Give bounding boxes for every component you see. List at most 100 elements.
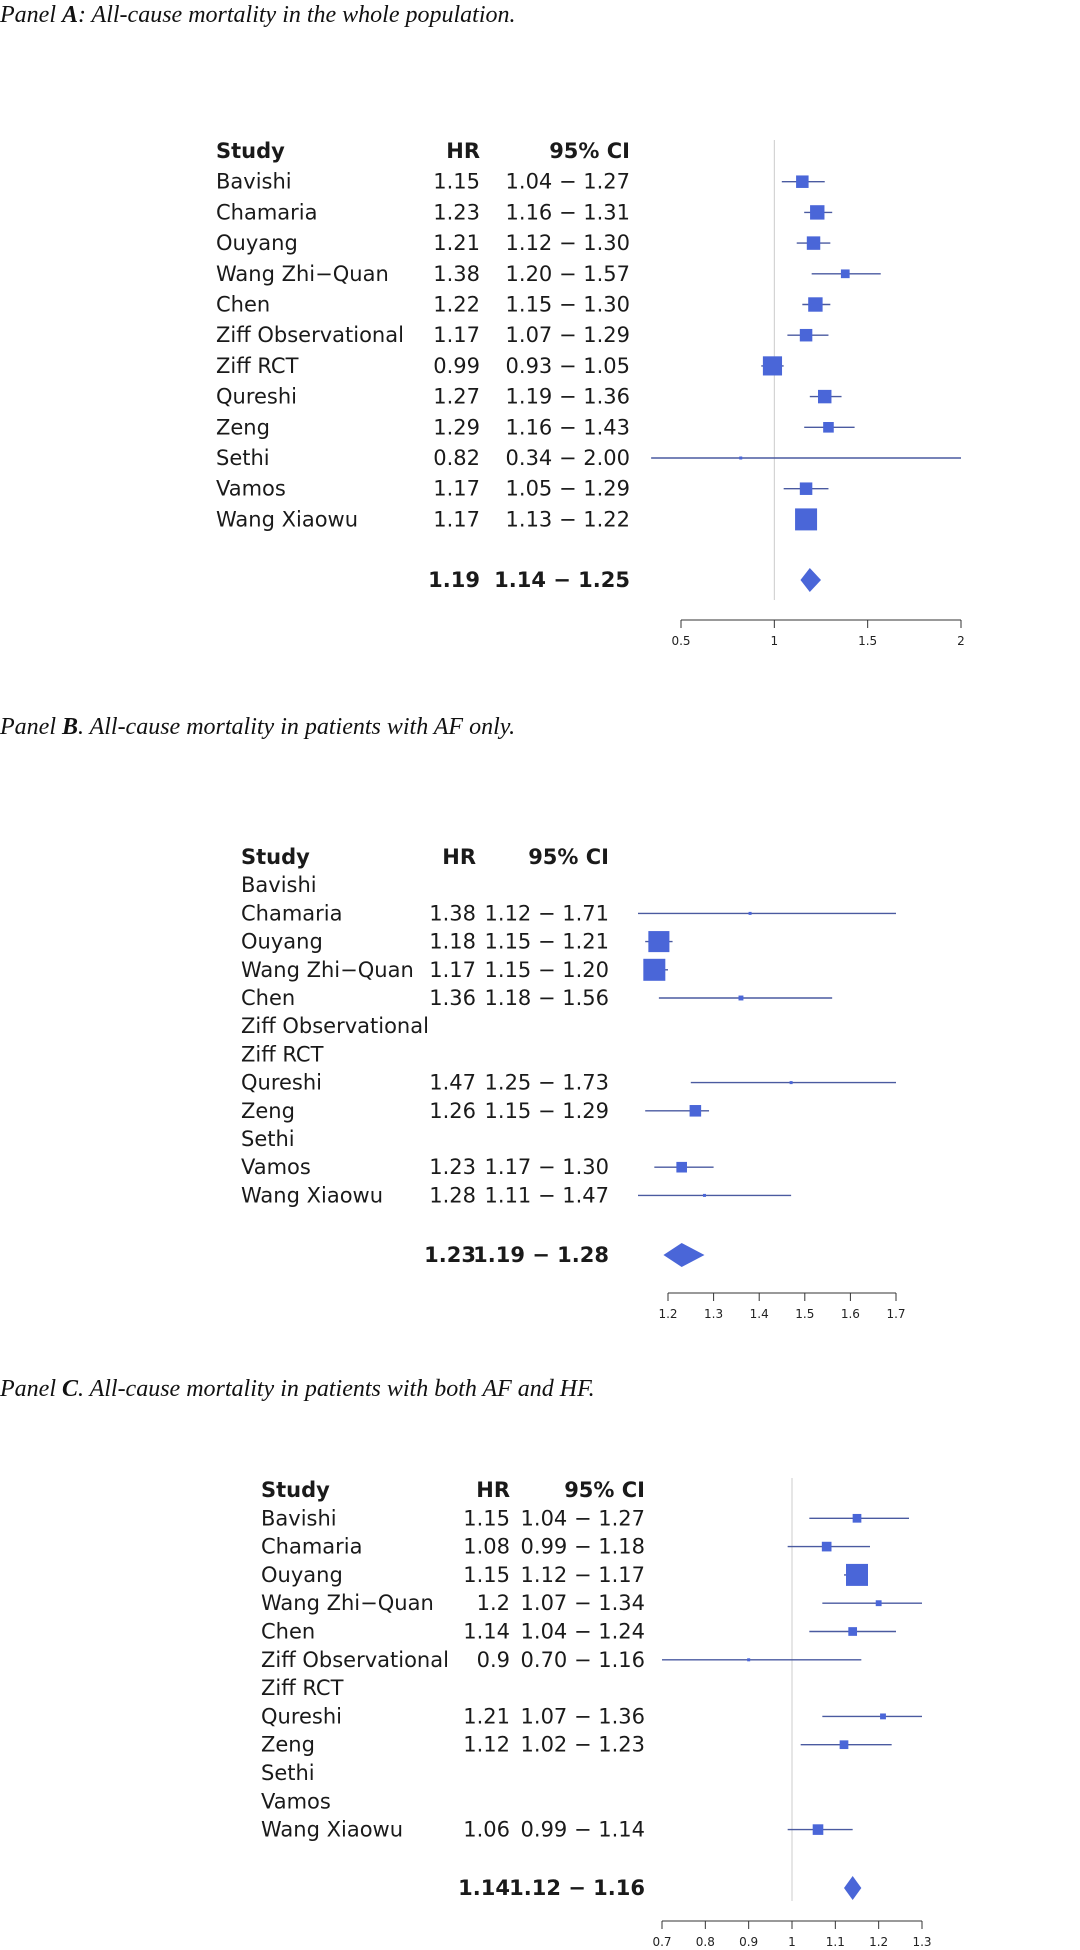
panel-b-row-hr: 1.23	[429, 1155, 476, 1179]
panel-c-row-study: Ouyang	[261, 1563, 343, 1587]
panel-b-row-study: Qureshi	[241, 1071, 322, 1095]
panel-c-point-marker	[852, 1513, 862, 1523]
panel-b-point-marker	[648, 931, 670, 953]
panel-a-header-ci: 95% CI	[549, 139, 630, 163]
panel-a-row-hr: 1.17	[433, 507, 480, 531]
panel-c-x-tick-label: 1	[788, 1935, 796, 1949]
panel-c-row-ci: 0.99 − 1.14	[521, 1818, 645, 1842]
panel-c-row-ci: 1.12 − 1.17	[521, 1563, 645, 1587]
panel-c-row-study: Bavishi	[261, 1506, 337, 1530]
panel-c-point-marker	[880, 1713, 886, 1720]
panel-a-row-hr: 0.99	[433, 354, 480, 378]
panel-c-x-tick-label: 0.7	[652, 1935, 671, 1949]
panel-a-point-marker	[823, 422, 834, 433]
panel-a-row-ci: 1.04 − 1.27	[506, 170, 630, 194]
panel-a-row-ci: 0.34 − 2.00	[506, 446, 630, 470]
panel-c-row-hr: 1.2	[477, 1591, 510, 1615]
panel-a-point-marker	[799, 328, 813, 342]
panel-a-row-study: Ouyang	[216, 231, 298, 255]
panel-a-point-marker	[795, 508, 818, 531]
panel-a-point-marker	[739, 456, 743, 460]
panel-c-x-tick-label: 1.1	[826, 1935, 845, 1949]
panel-c-row-study: Wang Xiaowu	[261, 1818, 403, 1842]
panel-a-row-ci: 1.13 − 1.22	[506, 507, 630, 531]
panel-a-row-study: Chen	[216, 293, 270, 317]
panel-a-x-tick-label: 1	[771, 634, 779, 648]
panel-a-row-study: Sethi	[216, 446, 270, 470]
panel-a-row-hr: 1.23	[433, 200, 480, 224]
panel-a-row-study: Zeng	[216, 415, 270, 439]
panel-b-row-hr: 1.47	[429, 1071, 476, 1095]
panel-b-row-ci: 1.15 − 1.20	[485, 958, 609, 982]
panel-b-row-ci: 1.12 − 1.71	[485, 901, 609, 925]
panel-a-row-ci: 1.16 − 1.31	[506, 200, 630, 224]
panel-c-row-ci: 0.70 − 1.16	[521, 1648, 645, 1672]
panel-b-row-study: Zeng	[241, 1099, 295, 1123]
panel-a-row-study: Bavishi	[216, 170, 292, 194]
panel-c-point-marker	[747, 1658, 751, 1662]
panel-a-row-ci: 1.12 − 1.30	[506, 231, 630, 255]
panel-a-row-study: Qureshi	[216, 385, 297, 409]
panel-c-row-study: Vamos	[261, 1789, 331, 1813]
panel-b-x-tick-label: 1.4	[750, 1307, 769, 1321]
panel-a-row-hr: 1.21	[433, 231, 480, 255]
panel-b-point-marker	[676, 1161, 687, 1173]
panel-a-row-hr: 0.82	[433, 446, 480, 470]
panel-c-row-study: Wang Zhi−Quan	[261, 1591, 434, 1615]
panel-b-row-study: Ziff RCT	[241, 1042, 324, 1066]
panel-b-header-ci: 95% CI	[528, 845, 609, 869]
panel-b-row-hr: 1.17	[429, 958, 476, 982]
panel-b-x-tick-label: 1.6	[841, 1307, 860, 1321]
panel-c-header-hr: HR	[476, 1478, 510, 1502]
panel-b-header-hr: HR	[442, 845, 476, 869]
panel-a-row-study: Wang Zhi−Quan	[216, 262, 389, 286]
panel-b-row-study: Sethi	[241, 1127, 295, 1151]
panel-c-row-hr: 0.9	[477, 1648, 510, 1672]
panel-c-header-study: Study	[261, 1478, 330, 1502]
panel-a-point-marker	[799, 482, 813, 495]
panel-a-row-study: Vamos	[216, 477, 286, 501]
panel-a-row-ci: 1.07 − 1.29	[506, 323, 630, 347]
panel-b-pooled-hr: 1.23	[424, 1243, 476, 1267]
panel-b-row-hr: 1.38	[429, 901, 476, 925]
panel-a-row-ci: 0.93 − 1.05	[506, 354, 630, 378]
panel-c-x-tick-label: 1.2	[869, 1935, 888, 1949]
panel-b-point-marker	[689, 1105, 702, 1117]
panel-a-x-tick-label: 1.5	[858, 634, 877, 648]
panel-b-row-study: Wang Zhi−Quan	[241, 958, 414, 982]
panel-b-row-study: Wang Xiaowu	[241, 1183, 383, 1207]
panel-a-pooled-ci: 1.14 − 1.25	[494, 568, 630, 592]
panel-c-x-tick-label: 1.3	[912, 1935, 931, 1949]
panel-b-row-ci: 1.15 − 1.21	[485, 930, 609, 954]
panel-a-point-marker	[796, 175, 809, 188]
panel-a-row-hr: 1.15	[433, 170, 480, 194]
panel-c-point-marker	[821, 1541, 832, 1552]
panel-c-row-hr: 1.14	[463, 1620, 510, 1644]
panel-a-caption: Panel A: All-cause mortality in the whol…	[0, 2, 516, 28]
panel-b-row-ci: 1.15 − 1.29	[485, 1099, 609, 1123]
panel-b-row-study: Chen	[241, 986, 295, 1010]
panel-c-pooled-ci: 1.12 − 1.16	[509, 1876, 645, 1900]
panel-c-row-ci: 1.04 − 1.24	[521, 1620, 645, 1644]
panel-b-row-study: Chamaria	[241, 901, 343, 925]
panel-b-row-hr: 1.18	[429, 930, 476, 954]
panel-c-row-hr: 1.08	[463, 1535, 510, 1559]
panel-a-x-tick-label: 0.5	[671, 634, 690, 648]
panel-c-pooled-hr: 1.14	[458, 1876, 510, 1900]
panel-b-row-study: Bavishi	[241, 873, 317, 897]
panel-a-point-marker	[840, 269, 850, 279]
panel-c-row-study: Chen	[261, 1620, 315, 1644]
panel-b-x-tick-label: 1.2	[658, 1307, 677, 1321]
panel-c-row-ci: 0.99 − 1.18	[521, 1535, 645, 1559]
panel-a-pooled-hr: 1.19	[428, 568, 480, 592]
panel-a-row-ci: 1.16 − 1.43	[506, 415, 630, 439]
panel-b-row-hr: 1.26	[429, 1099, 476, 1123]
panel-b-point-marker	[702, 1193, 706, 1197]
panel-a-header-study: Study	[216, 139, 285, 163]
panel-b-row-ci: 1.11 − 1.47	[485, 1183, 609, 1207]
panel-b-x-tick-label: 1.5	[795, 1307, 814, 1321]
panel-c-point-marker	[846, 1563, 868, 1586]
panel-c-point-marker	[812, 1824, 824, 1835]
panel-c-row-study: Zeng	[261, 1733, 315, 1757]
